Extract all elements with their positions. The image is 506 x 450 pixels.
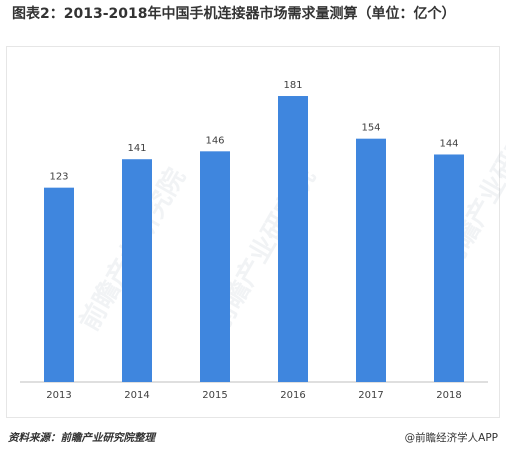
- bar-2016: [278, 96, 308, 382]
- data-label-2017: 154: [361, 123, 380, 134]
- data-label-2013: 123: [49, 172, 68, 183]
- data-label-2018: 144: [439, 138, 458, 149]
- bar-2018: [434, 154, 464, 382]
- data-label-2016: 181: [283, 80, 302, 91]
- data-label-2014: 141: [127, 143, 146, 154]
- chart-title: 图表2：2013-2018年中国手机连接器市场需求量测算（单位：亿个）: [12, 6, 456, 22]
- source-note: 资料来源：前瞻产业研究院整理: [8, 432, 155, 444]
- chart-frame: [6, 46, 500, 418]
- bar-2017: [356, 138, 386, 382]
- bar-chart: 123 2013 141 2014 146 2015 181 2016 154 2017 144 20…: [20, 80, 488, 401]
- x-tick-label-2013: 2013: [46, 390, 71, 401]
- data-label-2015: 146: [205, 135, 224, 146]
- bar-2014: [122, 159, 152, 382]
- bar-2013: [44, 187, 74, 382]
- footer: 资料来源：前瞻产业研究院整理 @前瞻经济学人APP: [8, 428, 498, 446]
- x-tick-label-2018: 2018: [436, 390, 461, 401]
- x-tick-label-2016: 2016: [280, 390, 305, 401]
- x-tick-label-2017: 2017: [358, 390, 383, 401]
- x-tick-label-2015: 2015: [202, 390, 227, 401]
- bar-2015: [200, 151, 230, 382]
- x-tick-label-2014: 2014: [124, 390, 149, 401]
- brand-credit: @前瞻经济学人APP: [404, 432, 498, 444]
